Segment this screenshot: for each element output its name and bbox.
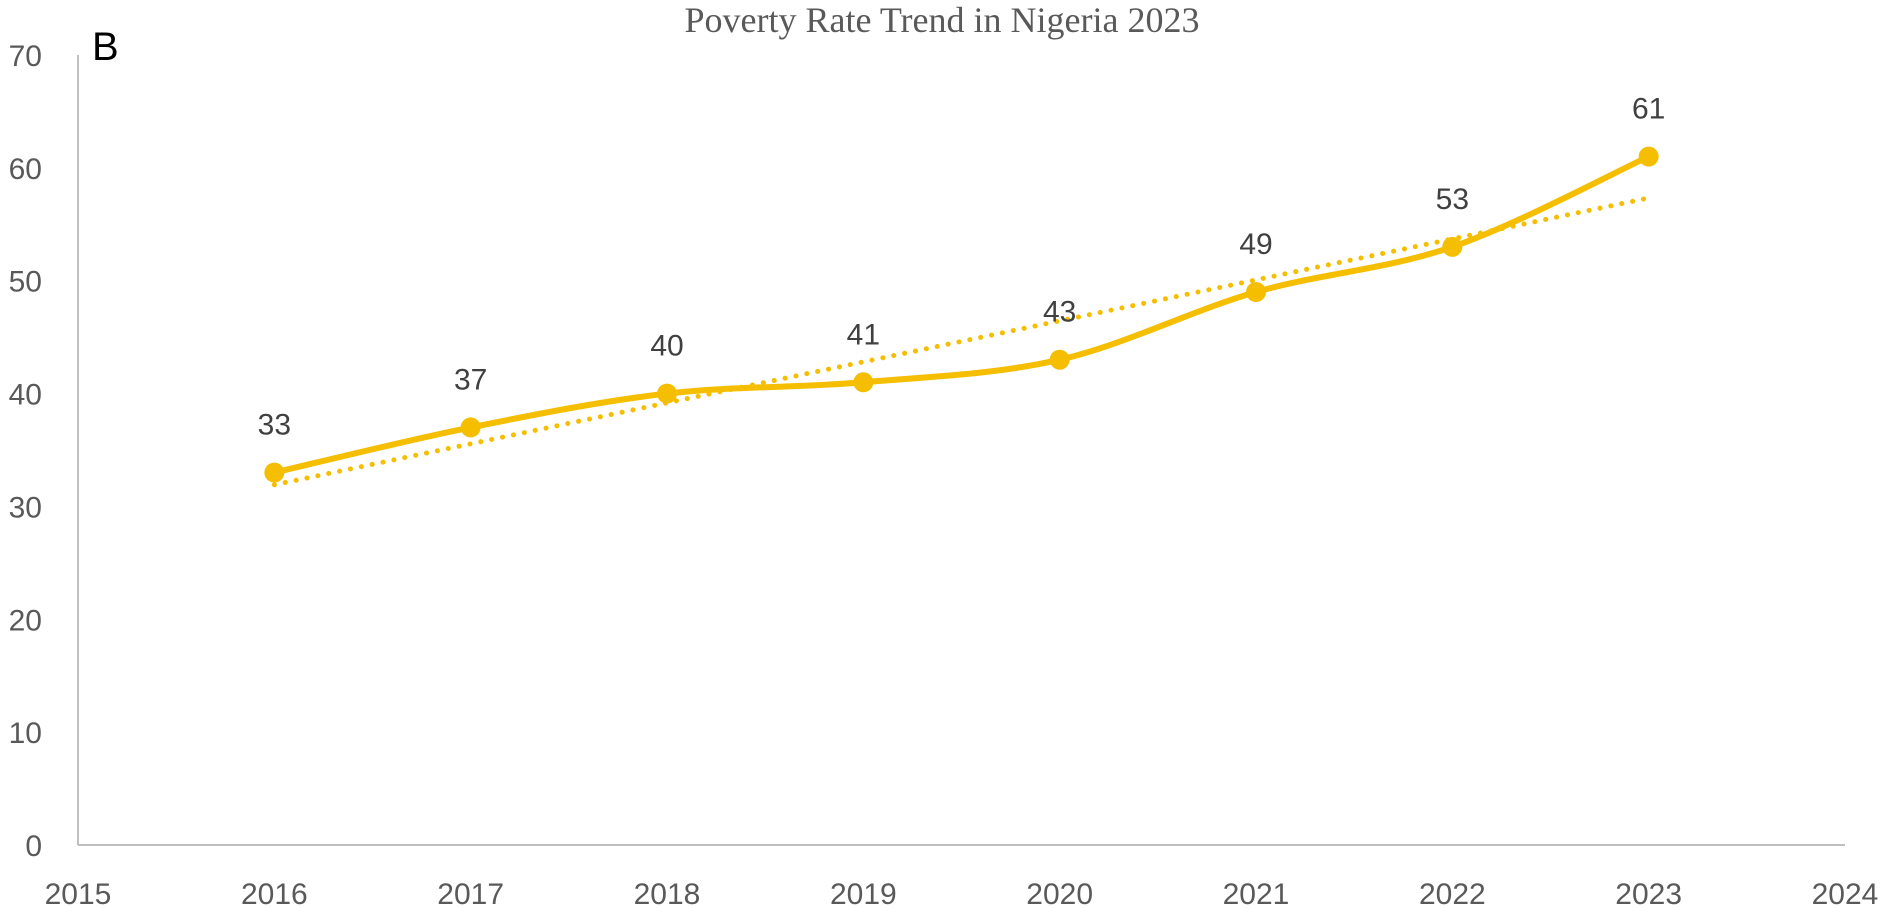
y-tick-label: 20 xyxy=(9,604,42,637)
x-tick-label: 2024 xyxy=(1812,878,1879,908)
x-tick-label: 2015 xyxy=(45,878,112,908)
y-tick-label: 50 xyxy=(9,266,42,299)
series-line xyxy=(271,153,1652,476)
x-tick-label: 2016 xyxy=(241,878,308,908)
data-point xyxy=(1049,349,1070,370)
y-tick-label: 70 xyxy=(9,40,42,73)
x-tick-label: 2023 xyxy=(1615,878,1682,908)
panel-label: B xyxy=(92,25,119,69)
data-label: 49 xyxy=(1239,228,1272,261)
chart-title: Poverty Rate Trend in Nigeria 2023 xyxy=(685,0,1200,40)
data-point xyxy=(853,372,874,393)
x-tick-labels: 2015 2016 2017 2018 2019 2020 2021 2022 2023 2024 xyxy=(45,878,1879,908)
y-tick-label: 40 xyxy=(9,379,42,412)
y-tick-label: 0 xyxy=(25,830,42,863)
data-point xyxy=(1246,282,1266,302)
data-label: 41 xyxy=(847,318,880,351)
y-tick-label: 10 xyxy=(9,717,42,750)
data-label: 53 xyxy=(1436,183,1469,216)
trendline xyxy=(271,195,1652,488)
data-label: 40 xyxy=(650,330,683,363)
data-point xyxy=(1442,236,1463,257)
x-tick-label: 2017 xyxy=(437,878,504,908)
data-point xyxy=(1638,146,1659,167)
data-point xyxy=(264,462,285,483)
x-tick-label: 2019 xyxy=(830,878,897,908)
data-markers xyxy=(264,146,1659,483)
data-label: 61 xyxy=(1632,93,1665,126)
x-tick-label: 2022 xyxy=(1419,878,1486,908)
data-point xyxy=(460,417,481,438)
data-label: 43 xyxy=(1043,296,1076,329)
x-tick-label: 2020 xyxy=(1026,878,1093,908)
data-label: 33 xyxy=(258,409,291,442)
x-tick-label: 2021 xyxy=(1223,878,1290,908)
data-labels: 33 37 40 41 43 49 53 61 xyxy=(258,93,1666,442)
x-tick-label: 2018 xyxy=(634,878,701,908)
y-tick-label: 30 xyxy=(9,491,42,524)
y-tick-label: 60 xyxy=(9,153,42,186)
data-point xyxy=(657,383,677,404)
data-label: 37 xyxy=(454,363,487,396)
y-tick-labels: 0 10 20 30 40 50 60 70 xyxy=(9,40,42,863)
